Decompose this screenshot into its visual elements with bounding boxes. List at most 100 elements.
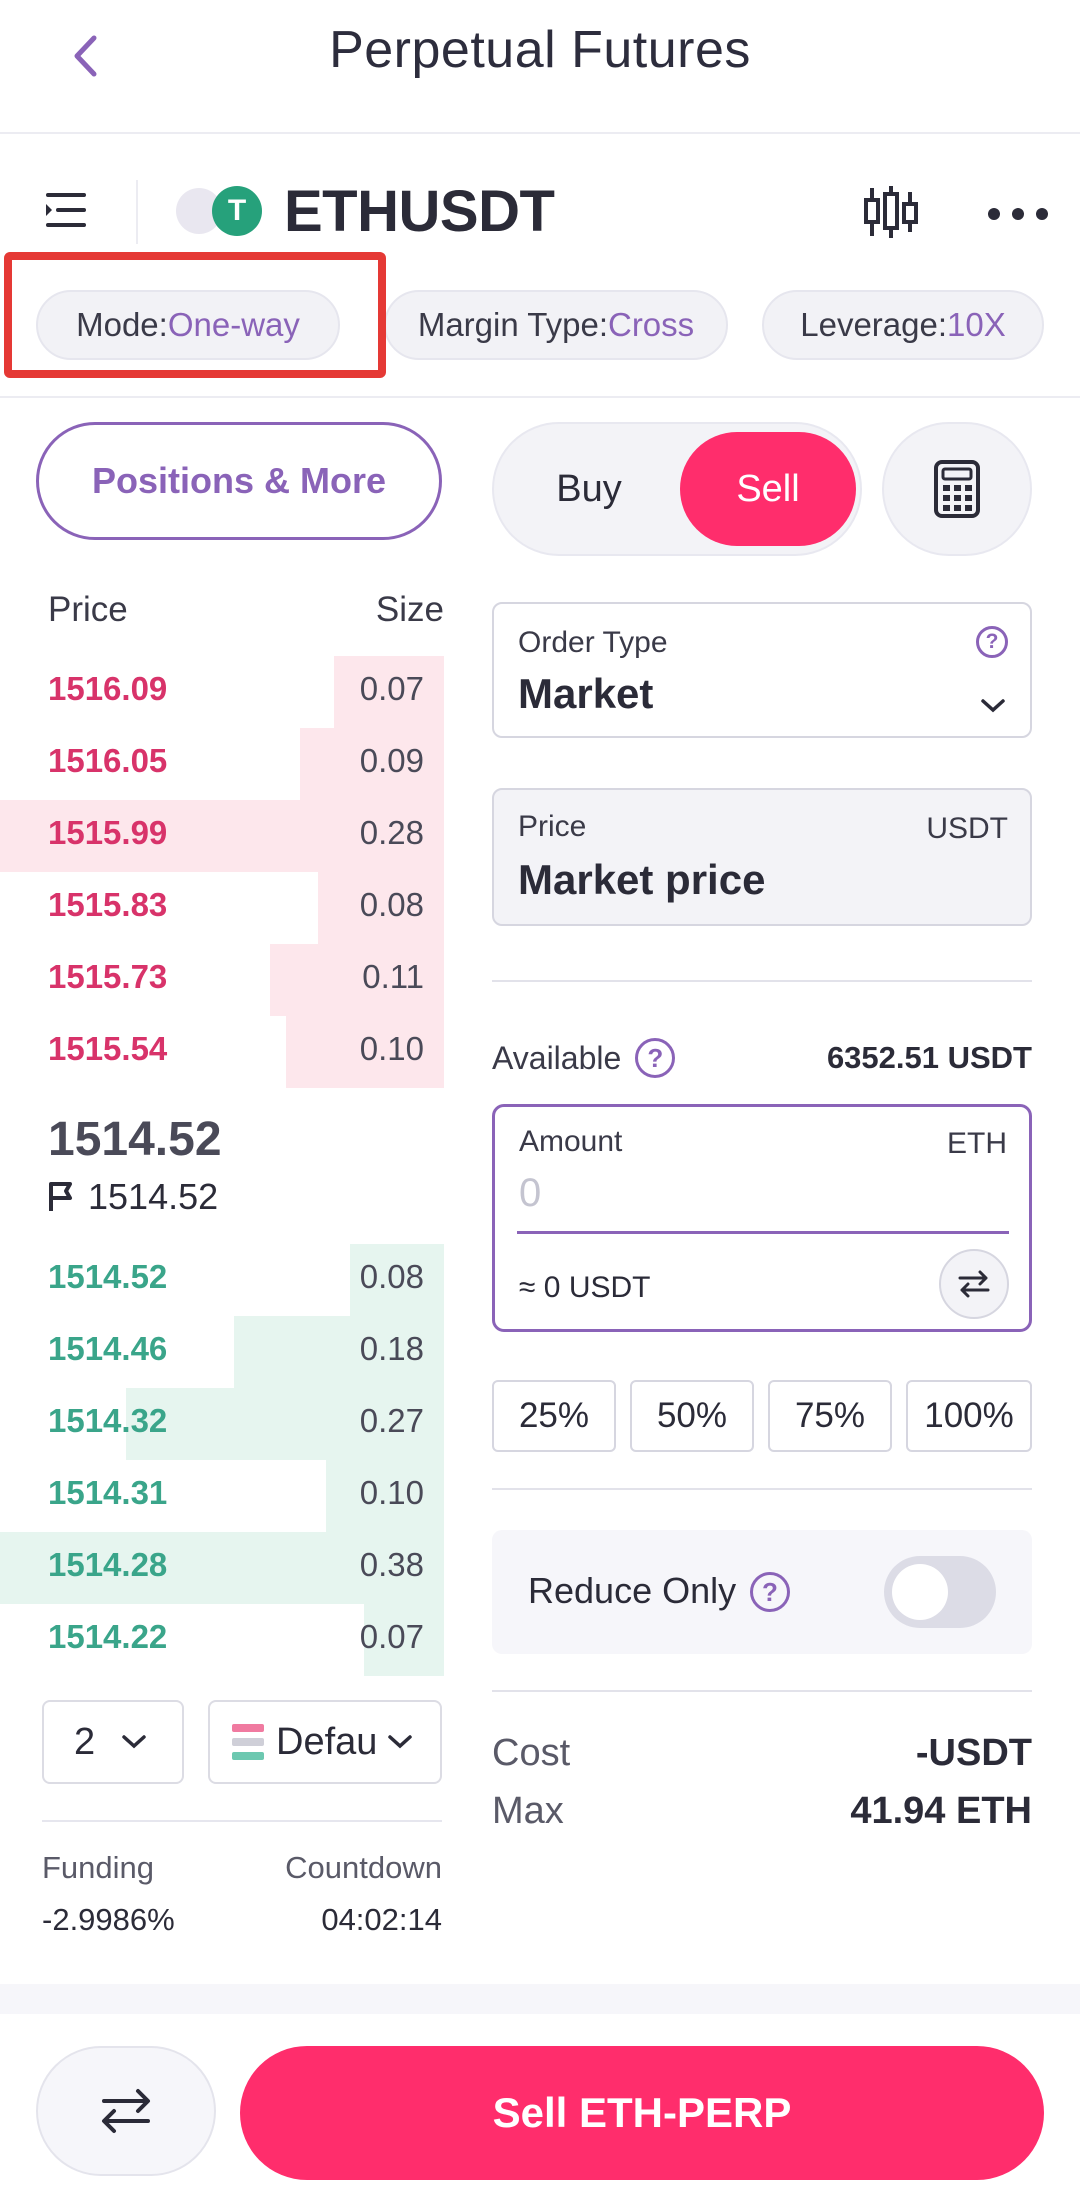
bid-row[interactable]: 1514.31 0.10 [0,1460,444,1532]
depth-bar [334,656,444,728]
mark-price-row: 1514.52 [48,1176,218,1218]
chips-divider [0,396,1080,398]
depth-bar [0,1532,444,1604]
leverage-value: 10X [947,306,1006,343]
amount-underline [517,1231,1009,1234]
order-size: 0.10 [359,1474,424,1511]
chevron-down-icon [981,699,1005,713]
mode-chip[interactable]: Mode: One-way [36,290,340,360]
order-type-value: Market [518,670,654,717]
help-icon[interactable]: ? [750,1572,790,1612]
symbol-name[interactable]: ETHUSDT [284,179,555,244]
price-unit: USDT [926,812,1008,845]
bid-row[interactable]: 1514.32 0.27 [0,1388,444,1460]
leverage-chip[interactable]: Leverage: 10X [762,290,1044,360]
reduce-only-label: Reduce Only [528,1570,737,1611]
margin-type-label: Margin Type: [417,306,608,343]
order-type-select[interactable]: Order Type Market ? [492,602,1032,738]
order-size: 0.10 [359,1030,424,1067]
percent-25-button[interactable]: 25% [492,1380,616,1452]
order-price: 1515.83 [48,886,168,923]
countdown-label: Countdown [285,1850,442,1885]
order-size: 0.07 [359,1618,424,1655]
order-type-label: Order Type [518,626,668,659]
symbol-selector[interactable]: T [176,186,262,236]
swap-arrows-icon [102,2089,150,2133]
swap-button[interactable] [36,2046,216,2176]
order-size: 0.27 [359,1402,424,1439]
percent-100-button[interactable]: 100% [906,1380,1032,1452]
buy-tab[interactable]: Buy [556,467,622,510]
available-value: 6352.51 USDT [826,1040,1032,1075]
divider [492,1690,1032,1692]
max-label: Max [492,1790,564,1832]
depth-bar [286,1016,444,1088]
order-size: 0.08 [359,1258,424,1295]
precision-select[interactable]: 2 [42,1700,184,1784]
page-title: Perpetual Futures [329,21,751,79]
help-icon[interactable]: ? [635,1038,676,1078]
amount-unit: ETH [947,1127,1007,1160]
divider [136,180,138,244]
depth-bar [364,1604,444,1676]
menu-icon[interactable] [46,190,90,230]
order-size: 0.08 [359,886,424,923]
ask-row[interactable]: 1516.05 0.09 [0,728,444,800]
order-size: 0.07 [359,670,424,707]
help-icon[interactable]: ? [976,626,1008,658]
order-price: 1514.52 [48,1258,168,1295]
tether-icon: T [212,186,262,236]
sell-tab[interactable]: Sell [680,432,856,546]
divider [492,980,1032,982]
amount-input[interactable]: 0 [519,1171,542,1215]
ask-row[interactable]: 1515.73 0.11 [0,944,444,1016]
size-header: Size [375,590,444,629]
positions-more-button[interactable]: Positions & More [36,422,442,540]
bid-row[interactable]: 1514.22 0.07 [0,1604,444,1676]
depth-bar [0,800,444,872]
mode-value: One-way [167,306,300,343]
depth-bar [326,1460,444,1532]
depth-bar [234,1316,444,1388]
convert-button[interactable] [939,1249,1009,1319]
mark-price: 1514.52 [88,1176,219,1217]
reduce-only-toggle[interactable] [884,1556,996,1628]
countdown-value: 04:02:14 [321,1902,442,1937]
order-price: 1514.46 [48,1330,168,1367]
precision-value: 2 [74,1720,96,1763]
ask-row[interactable]: 1516.09 0.07 [0,656,444,728]
funding-label: Funding [42,1850,155,1885]
order-size: 0.11 [362,958,424,995]
bid-row[interactable]: 1514.46 0.18 [0,1316,444,1388]
bid-row[interactable]: 1514.52 0.08 [0,1244,444,1316]
ask-row[interactable]: 1515.83 0.08 [0,872,444,944]
margin-type-chip[interactable]: Margin Type: Cross [384,290,728,360]
order-size: 0.09 [359,742,424,779]
amount-usdt-estimate: ≈ 0 USDT [519,1271,651,1304]
amount-field[interactable]: Amount ETH 0 ≈ 0 USDT [492,1104,1032,1332]
price-label: Price [518,810,587,843]
ask-row[interactable]: 1515.54 0.10 [0,1016,444,1088]
cost-value: -USDT [915,1732,1032,1774]
back-button[interactable] [60,26,110,86]
calculator-button[interactable] [882,422,1032,556]
price-header: Price [48,590,128,629]
ask-row[interactable]: 1515.99 0.28 [0,800,444,872]
layout-select[interactable]: Defau [208,1700,442,1784]
layout-value: Defau [276,1720,378,1763]
cost-label: Cost [492,1732,571,1774]
percent-75-button[interactable]: 75% [768,1380,892,1452]
flag-icon [49,1182,72,1211]
order-price: 1514.22 [48,1618,168,1655]
funding-rate: -2.9986% [42,1902,175,1937]
order-price: 1514.32 [48,1402,168,1439]
chevron-left-icon [74,35,97,77]
more-options-icon[interactable] [988,208,1048,222]
buy-sell-toggle: Buy Sell [492,422,862,556]
sell-eth-perp-button[interactable]: Sell ETH-PERP [240,2046,1044,2180]
bid-row[interactable]: 1514.28 0.38 [0,1532,444,1604]
percent-50-button[interactable]: 50% [630,1380,754,1452]
candlestick-chart-icon[interactable] [862,184,920,240]
order-size: 0.18 [359,1330,424,1367]
order-price: 1515.73 [48,958,168,995]
